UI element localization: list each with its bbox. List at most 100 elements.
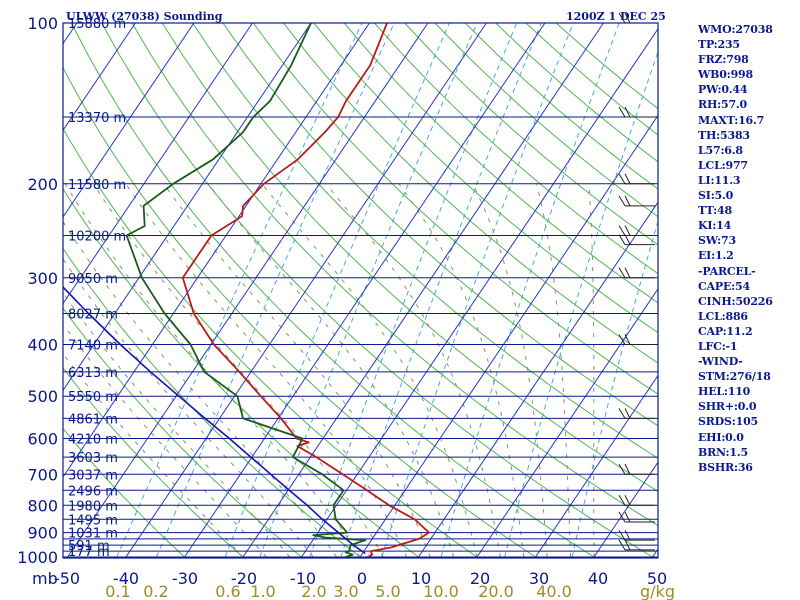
- wind-barb-flag: [618, 494, 626, 506]
- isotherm-line: [184, 23, 546, 558]
- mixing-ratio-line: [440, 23, 620, 558]
- dry-adiabat-line: [101, 23, 653, 558]
- height-label: 3037 m: [68, 468, 118, 483]
- plot-frame: [62, 22, 659, 559]
- wind-barb-flag: [624, 334, 631, 345]
- temperature-tick-label: 0: [357, 569, 367, 588]
- height-label: 1495 m: [68, 513, 118, 528]
- wind-barb-flag: [624, 539, 631, 551]
- height-label: 4861 m: [68, 412, 118, 427]
- mixing-ratio-tick-label: 3.0: [333, 582, 358, 600]
- wind-barb-flag: [618, 464, 626, 475]
- height-label: 4210 m: [68, 433, 118, 448]
- wind-barb-flag: [618, 195, 626, 207]
- index-item: LCL:977: [698, 158, 748, 172]
- index-item: CINH:50226: [698, 294, 773, 308]
- sounding-traces: [63, 23, 430, 558]
- temperature-line: [181, 23, 430, 558]
- moist-adiabat-line: [472, 183, 548, 558]
- index-item: CAP:11.2: [698, 324, 753, 338]
- moist-adiabat-line: [398, 183, 525, 558]
- index-item: LI:11.3: [698, 173, 741, 187]
- index-item: WMO:27038: [698, 23, 773, 36]
- index-item: LFC:-1: [698, 339, 738, 353]
- wind-barb-flag: [624, 267, 631, 279]
- wind-barb-flag: [618, 173, 626, 185]
- index-item: SRDS:105: [698, 415, 758, 429]
- mixing-ratio-line: [224, 23, 450, 558]
- index-item: -WIND-: [698, 355, 743, 369]
- moist-adiabat-line: [63, 292, 291, 558]
- isotherm-line: [242, 23, 604, 558]
- wind-barb-flag: [624, 464, 631, 475]
- index-item: WB0:998: [698, 68, 753, 82]
- isotherm-line: [359, 114, 658, 558]
- moist-adiabat-line: [64, 183, 361, 558]
- pressure-tick-label: 600: [27, 430, 58, 449]
- height-label: 1980 m: [68, 499, 118, 514]
- isotherm-line: [63, 23, 253, 305]
- wind-barb-flag: [618, 12, 626, 24]
- temperature-tick-label: -20: [231, 569, 257, 588]
- mixing-ratio-line: [156, 23, 395, 558]
- wind-barb-flag: [624, 106, 631, 118]
- index-item: EHI:0.0: [698, 430, 744, 444]
- height-label: 15880 m: [68, 17, 126, 32]
- wind-barb-flag: [624, 173, 631, 184]
- mixing-ratio-line: [381, 23, 574, 558]
- isotherm-line: [67, 23, 429, 558]
- wind-barb-flag: [618, 225, 626, 236]
- mixing-ratio-unit-label: g/kg: [640, 582, 675, 600]
- index-item: SW:73: [698, 234, 736, 248]
- wind-barb-flag: [624, 234, 631, 245]
- moist-adiabat-line: [536, 183, 572, 558]
- pressure-tick-label: 500: [27, 387, 58, 406]
- mixing-ratio-line: [309, 23, 518, 558]
- mixing-ratio-tick-label: 0.1: [105, 582, 130, 600]
- wind-barb-flag: [618, 334, 626, 345]
- temperature-tick-label: 10: [411, 569, 431, 588]
- index-item: TP:235: [698, 38, 740, 52]
- pressure-tick-label: 900: [27, 524, 58, 543]
- temperature-tick-label: -40: [113, 569, 139, 588]
- height-label: 7140 m: [68, 339, 118, 354]
- temperature-tick-label: -30: [172, 569, 198, 588]
- pressure-tick-label: 1000: [17, 548, 58, 567]
- isotherm-line: [476, 287, 658, 558]
- temperature-tick-label: 30: [529, 569, 549, 588]
- temperature-tick-label: 40: [588, 569, 608, 588]
- height-label: 6313 m: [68, 366, 118, 381]
- height-label: 177 m: [68, 545, 110, 560]
- sounding-title: ULWW (27038) Sounding: [66, 10, 223, 23]
- temperature-tick-label: -50: [54, 569, 80, 588]
- background-grid: [0, 23, 658, 558]
- pressure-tick-label: 200: [27, 175, 58, 194]
- stability-indices-panel: WMO:27038 TP:235 FRZ:798 WB0:998 PW:0.44 RH:5…: [698, 22, 798, 475]
- index-item: MAXT:16.7: [698, 113, 765, 127]
- isotherm-line: [125, 23, 487, 558]
- index-item: CAPE:54: [698, 279, 750, 293]
- isotherm-line: [301, 27, 658, 558]
- moist-adiabat-line: [63, 258, 314, 558]
- index-item: HEL:110: [698, 385, 751, 399]
- height-label: 1031 m: [68, 527, 118, 542]
- parcel-line: [63, 285, 366, 555]
- wind-barb-flag: [618, 408, 626, 419]
- mixing-ratio-tick-label: 20.0: [478, 582, 514, 600]
- index-item: TH:5383: [698, 128, 750, 142]
- height-label: 2496 m: [68, 484, 118, 499]
- dry-adiabat-line: [161, 23, 658, 493]
- pressure-tick-label: 700: [27, 465, 58, 484]
- index-item: SI:5.0: [698, 189, 734, 203]
- pressure-tick-label: 100: [27, 14, 58, 33]
- mixing-ratio-tick-label: 1.0: [250, 582, 275, 600]
- wind-barb-flag: [618, 529, 626, 541]
- isotherm-line: [63, 23, 195, 218]
- pressure-unit-label: mb: [32, 569, 58, 588]
- isotherm-line: [593, 461, 658, 558]
- temperature-tick-label: 20: [470, 569, 490, 588]
- pressure-tick-label: 400: [27, 336, 58, 355]
- wind-barb-flag: [624, 511, 631, 523]
- isotherm-line: [0, 23, 18, 557]
